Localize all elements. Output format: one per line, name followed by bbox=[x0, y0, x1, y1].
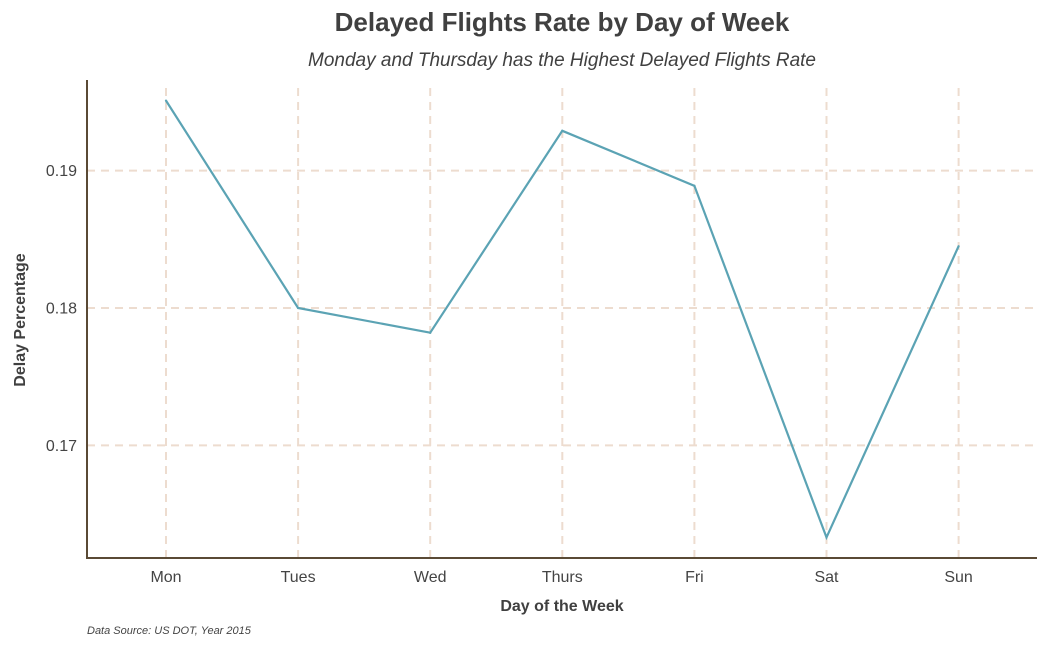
x-tick-label: Sat bbox=[814, 569, 839, 586]
data-source-caption: Data Source: US DOT, Year 2015 bbox=[87, 625, 252, 637]
gridlines bbox=[87, 88, 1037, 558]
x-tick-label: Sun bbox=[944, 569, 972, 586]
series-lines bbox=[164, 99, 960, 541]
data-point bbox=[957, 245, 960, 248]
y-tick-label: 0.17 bbox=[46, 438, 77, 455]
x-tick-label: Wed bbox=[414, 569, 447, 586]
x-tick-label: Fri bbox=[685, 569, 704, 586]
chart-title: Delayed Flights Rate by Day of Week bbox=[335, 7, 790, 37]
axes bbox=[86, 80, 1037, 559]
data-point bbox=[693, 184, 696, 187]
data-point bbox=[429, 331, 432, 334]
x-tick-label: Thurs bbox=[542, 569, 583, 586]
data-point bbox=[164, 99, 168, 102]
y-tick-label: 0.19 bbox=[46, 163, 77, 180]
x-tick-label: Mon bbox=[150, 569, 181, 586]
y-tick-label: 0.18 bbox=[46, 301, 77, 318]
x-axis-title: Day of the Week bbox=[500, 598, 623, 615]
x-tick-label: Tues bbox=[281, 569, 316, 586]
y-axis-title: Delay Percentage bbox=[12, 253, 29, 387]
data-point bbox=[297, 306, 300, 310]
x-tick-labels: Mon Tues Wed Thurs Fri Sat Sun bbox=[150, 569, 972, 586]
data-point bbox=[561, 129, 564, 132]
y-tick-labels: 0.17 0.18 0.19 bbox=[46, 163, 77, 455]
data-point bbox=[825, 536, 828, 539]
chart-subtitle: Monday and Thursday has the Highest Dela… bbox=[308, 50, 816, 71]
